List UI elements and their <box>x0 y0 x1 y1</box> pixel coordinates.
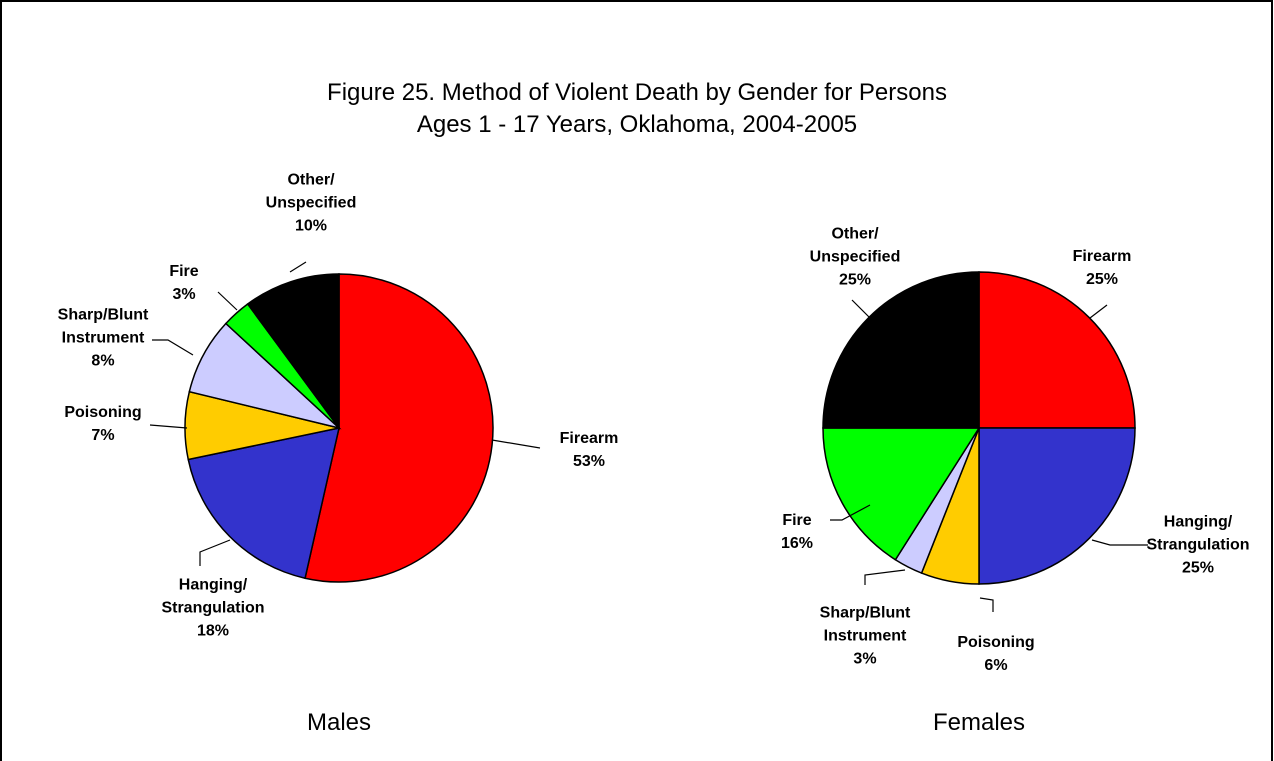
pie-title: Males <box>306 709 372 736</box>
slice-label: Fire 16% <box>781 509 813 555</box>
slice-label: Other/ Unspecified 10% <box>266 169 357 238</box>
leader-line <box>217 291 238 311</box>
slice-label: Hanging/ Strangulation 18% <box>161 574 264 643</box>
slice-value: 6% <box>984 657 1008 674</box>
leader-line <box>1089 304 1108 319</box>
slice-label: Poisoning 7% <box>64 401 141 447</box>
leader-line <box>864 569 906 585</box>
slice-value: 25% <box>1181 559 1215 577</box>
slice-category: Fire <box>782 512 812 529</box>
pie-title: Females <box>932 709 1026 736</box>
slice-category: Sharp/Blunt Instrument <box>819 604 911 645</box>
leader-line <box>289 261 307 273</box>
slice-value: 3% <box>853 650 877 668</box>
slice-value: 7% <box>91 427 115 444</box>
slice-category: Poisoning <box>957 634 1035 651</box>
slice-label: Sharp/Blunt Instrument 3% <box>820 602 911 671</box>
pie-slice <box>822 271 980 429</box>
slice-label: Sharp/Blunt Instrument 8% <box>58 304 149 373</box>
pie-slice <box>978 271 1136 429</box>
slice-value: 3% <box>172 286 196 303</box>
slice-label: Firearm 53% <box>560 427 619 473</box>
pie-slice <box>822 427 981 561</box>
slice-label: Hanging/ Strangulation 25% <box>1146 511 1249 580</box>
leader-line <box>979 597 994 612</box>
slice-value: 25% <box>1085 271 1119 288</box>
slice-value: 8% <box>91 352 115 370</box>
slice-category: Sharp/Blunt Instrument <box>57 306 149 347</box>
pie-slice <box>187 427 340 580</box>
slice-value: 53% <box>572 453 606 470</box>
slice-category: Poisoning <box>64 404 142 421</box>
slice-value: 25% <box>838 271 872 289</box>
leader-line <box>1091 539 1148 546</box>
slice-value: 18% <box>196 622 230 640</box>
slice-label: Firearm 25% <box>1073 245 1132 291</box>
chart-title: Ages 1 - 17 Years, Oklahoma, 2004-2005 <box>416 111 858 138</box>
leader-line <box>491 439 541 449</box>
pie-slice <box>304 273 494 583</box>
pie-slice <box>978 427 1136 585</box>
leader-line <box>149 424 188 429</box>
slice-value: 16% <box>780 535 814 552</box>
slice-category: Other/ Unspecified <box>809 225 901 266</box>
slice-category: Fire <box>169 263 199 280</box>
slice-category: Firearm <box>1072 248 1132 265</box>
leader-line <box>851 299 871 319</box>
slice-label: Poisoning 6% <box>957 631 1034 677</box>
slice-label: Fire 3% <box>169 260 198 306</box>
slice-category: Hanging/ Strangulation <box>161 576 265 617</box>
leader-line <box>830 504 871 521</box>
leader-line <box>152 339 194 356</box>
slice-category: Hanging/ Strangulation <box>1146 513 1250 554</box>
leader-line <box>199 539 231 566</box>
slice-category: Other/ Unspecified <box>265 171 357 212</box>
slice-category: Firearm <box>559 430 619 447</box>
slice-label: Other/ Unspecified 25% <box>810 223 901 292</box>
slice-value: 10% <box>294 217 328 235</box>
pie-slice <box>246 273 340 431</box>
chart-title: Figure 25. Method of Violent Death by Ge… <box>327 79 947 106</box>
